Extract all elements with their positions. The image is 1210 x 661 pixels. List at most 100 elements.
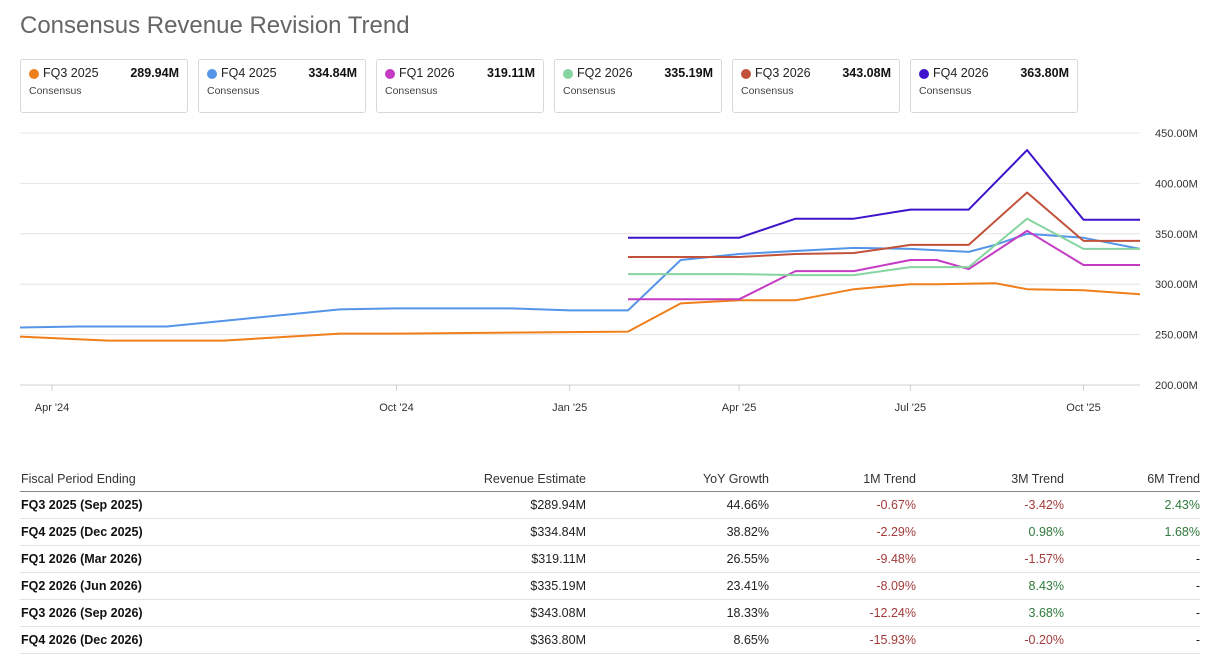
cell-3m-trend: -1.57%: [1024, 552, 1064, 566]
cell-1m-trend: -12.24%: [869, 606, 916, 620]
series-card-sub: Consensus: [563, 85, 616, 97]
series-line-fq4-2025: [19, 232, 1141, 329]
y-tick-label: 400.00M: [1155, 178, 1198, 190]
table-row: FQ3 2026 (Sep 2026) $343.08M 18.33% -12.24%…: [20, 600, 1200, 627]
table-row: FQ3 2025 (Sep 2025) $289.94M 44.66% -0.67% -…: [20, 492, 1200, 519]
y-tick-label: 250.00M: [1155, 330, 1198, 342]
series-card-value: 343.08M: [842, 66, 891, 80]
cell-fiscal-period: FQ4 2026 (Dec 2026): [21, 633, 143, 647]
cell-yoy-growth: 26.55%: [726, 552, 769, 566]
revision-trend-chart: 200.00M 250.00M 300.00M 350.00M 400.00M 450.0…: [19, 128, 1198, 414]
series-card-name: FQ1 2026: [399, 66, 455, 80]
series-card-sub: Consensus: [919, 85, 972, 97]
cell-yoy-growth: 23.41%: [726, 579, 769, 593]
cell-revenue-estimate: $343.08M: [530, 606, 586, 620]
page-title: Consensus Revenue Revision Trend: [20, 12, 410, 39]
series-line-fq1-2026: [628, 229, 1140, 301]
cell-revenue-estimate: $289.94M: [530, 498, 586, 512]
series-line-fq3-2025: [19, 282, 1141, 342]
x-tick-label: Jan '25: [552, 402, 587, 414]
series-card-fq2-2026[interactable]: FQ2 2026 335.19M Consensus: [554, 59, 722, 113]
series-card-name: FQ4 2026: [933, 66, 989, 80]
series-card-fq3-2026[interactable]: FQ3 2026 343.08M Consensus: [732, 59, 900, 113]
series-card-name: FQ2 2026: [577, 66, 633, 80]
header-revenue-estimate[interactable]: Revenue Estimate: [483, 472, 586, 486]
y-tick-label: 450.00M: [1155, 128, 1198, 140]
cell-3m-trend: -0.20%: [1024, 633, 1064, 647]
series-card-sub: Consensus: [29, 85, 82, 97]
series-card-fq3-2025[interactable]: FQ3 2025 289.94M Consensus: [20, 59, 188, 113]
x-tick-label: Jul '25: [895, 402, 926, 414]
series-dot-icon: [385, 69, 395, 79]
x-tick-label: Apr '25: [722, 402, 757, 414]
series-card-value: 289.94M: [130, 66, 179, 80]
cell-yoy-growth: 38.82%: [726, 525, 769, 539]
cell-6m-trend: -: [1195, 579, 1200, 593]
table-row: FQ4 2025 (Dec 2025) $334.84M 38.82% -2.29% 0…: [20, 519, 1200, 546]
series-card-fq1-2026[interactable]: FQ1 2026 319.11M Consensus: [376, 59, 544, 113]
series-dot-icon: [207, 69, 217, 79]
x-tick-label: Oct '24: [379, 402, 414, 414]
series-card-name: FQ4 2025: [221, 66, 277, 80]
header-fiscal-period[interactable]: Fiscal Period Ending: [21, 472, 136, 486]
x-tick-label: Oct '25: [1066, 402, 1101, 414]
cell-1m-trend: -9.48%: [876, 552, 916, 566]
series-card-sub: Consensus: [741, 85, 794, 97]
revision-table: Fiscal Period Ending Revenue Estimate Yo…: [20, 466, 1200, 654]
cell-3m-trend: 3.68%: [1028, 606, 1064, 620]
series-card-sub: Consensus: [385, 85, 438, 97]
cell-1m-trend: -8.09%: [876, 579, 916, 593]
cell-3m-trend: 8.43%: [1028, 579, 1064, 593]
cell-revenue-estimate: $334.84M: [530, 525, 586, 539]
cell-fiscal-period: FQ3 2026 (Sep 2026): [21, 606, 143, 620]
cell-fiscal-period: FQ4 2025 (Dec 2025): [21, 525, 143, 539]
cell-revenue-estimate: $319.11M: [531, 552, 586, 566]
table-row: FQ1 2026 (Mar 2026) $319.11M 26.55% -9.48% -…: [20, 546, 1200, 573]
cell-6m-trend: 2.43%: [1164, 498, 1200, 512]
series-card-value: 334.84M: [308, 66, 357, 80]
cell-1m-trend: -0.67%: [876, 498, 916, 512]
cell-3m-trend: -3.42%: [1024, 498, 1064, 512]
series-dot-icon: [919, 69, 929, 79]
cell-6m-trend: -: [1195, 606, 1200, 620]
cell-yoy-growth: 18.33%: [726, 606, 769, 620]
series-line-fq2-2026: [628, 217, 1140, 277]
table-row: FQ4 2026 (Dec 2026) $363.80M 8.65% -15.93% -…: [20, 627, 1200, 654]
series-line-fq4-2026: [628, 149, 1140, 239]
cell-fiscal-period: FQ1 2026 (Mar 2026): [21, 552, 142, 566]
series-card-fq4-2025[interactable]: FQ4 2025 334.84M Consensus: [198, 59, 366, 113]
cell-3m-trend: 0.98%: [1028, 525, 1064, 539]
cell-revenue-estimate: $363.80M: [530, 633, 586, 647]
y-tick-label: 350.00M: [1155, 229, 1198, 241]
header-3m-trend[interactable]: 3M Trend: [1011, 472, 1064, 486]
table-header-row: Fiscal Period Ending Revenue Estimate Yo…: [20, 466, 1200, 492]
cell-1m-trend: -2.29%: [876, 525, 916, 539]
cell-fiscal-period: FQ2 2026 (Jun 2026): [21, 579, 142, 593]
cell-6m-trend: -: [1195, 552, 1200, 566]
y-tick-label: 200.00M: [1155, 380, 1198, 392]
series-card-value: 363.80M: [1020, 66, 1069, 80]
series-card-value: 319.11M: [487, 66, 535, 80]
x-tick-label: Apr '24: [35, 402, 70, 414]
cell-6m-trend: 1.68%: [1164, 525, 1200, 539]
y-tick-label: 300.00M: [1155, 279, 1198, 291]
series-card-name: FQ3 2025: [43, 66, 99, 80]
series-dot-icon: [741, 69, 751, 79]
cell-revenue-estimate: $335.19M: [530, 579, 586, 593]
series-line-fq3-2026: [628, 191, 1140, 258]
cell-fiscal-period: FQ3 2025 (Sep 2025): [21, 498, 143, 512]
series-card-value: 335.19M: [664, 66, 713, 80]
cell-yoy-growth: 44.66%: [726, 498, 769, 512]
series-card-fq4-2026[interactable]: FQ4 2026 363.80M Consensus: [910, 59, 1078, 113]
series-dot-icon: [563, 69, 573, 79]
series-card-name: FQ3 2026: [755, 66, 811, 80]
series-card-sub: Consensus: [207, 85, 260, 97]
cell-6m-trend: -: [1195, 633, 1200, 647]
table-row: FQ2 2026 (Jun 2026) $335.19M 23.41% -8.09% 8…: [20, 573, 1200, 600]
header-6m-trend[interactable]: 6M Trend: [1147, 472, 1200, 486]
series-dot-icon: [29, 69, 39, 79]
table-body: FQ3 2025 (Sep 2025) $289.94M 44.66% -0.67% -…: [20, 492, 1200, 654]
header-yoy-growth[interactable]: YoY Growth: [702, 472, 769, 486]
header-1m-trend[interactable]: 1M Trend: [863, 472, 916, 486]
cell-yoy-growth: 8.65%: [733, 633, 769, 647]
